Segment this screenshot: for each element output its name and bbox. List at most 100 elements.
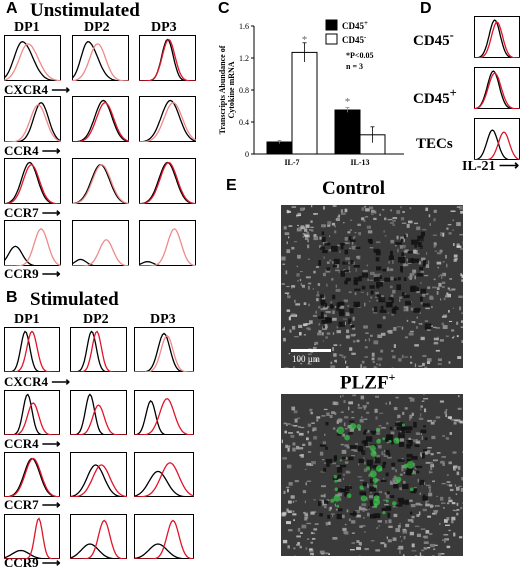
tissue-speck <box>299 278 302 282</box>
tissue-speck <box>288 529 293 532</box>
tissue-speck <box>339 354 342 356</box>
tissue-speck <box>304 468 307 471</box>
panel-d-histogram <box>474 67 520 109</box>
tissue-speck <box>440 298 442 301</box>
panel-b-histogram <box>4 327 60 372</box>
tissue-speck <box>403 306 409 309</box>
histogram-trace <box>134 397 194 435</box>
tissue-speck <box>332 222 336 226</box>
tissue-speck <box>333 344 338 346</box>
tissue-speck <box>302 236 304 238</box>
tissue-speck <box>387 218 393 221</box>
tissue-speck <box>375 291 379 295</box>
tissue-speck <box>391 312 394 316</box>
tissue-speck <box>414 222 419 225</box>
tissue-speck <box>432 512 435 515</box>
tissue-speck <box>311 511 317 513</box>
tissue-speck <box>326 261 330 264</box>
plzf-positive-signal <box>356 424 362 429</box>
tissue-speck <box>427 450 431 454</box>
y-tick-label: 0.4 <box>239 118 249 127</box>
dark-cell-cluster <box>397 497 404 502</box>
tissue-speck <box>373 217 377 220</box>
dark-cell-cluster <box>382 462 386 468</box>
tissue-speck <box>445 437 448 440</box>
tissue-speck <box>425 500 428 504</box>
tissue-speck <box>343 422 346 427</box>
tissue-speck <box>363 517 365 519</box>
dark-cell-cluster <box>407 251 413 254</box>
tissue-speck <box>414 249 418 254</box>
tissue-speck <box>351 455 355 457</box>
histogram-trace <box>4 330 60 372</box>
tissue-speck <box>386 536 388 540</box>
tissue-speck <box>410 355 412 359</box>
dark-cell-cluster <box>403 294 410 298</box>
dark-cell-cluster <box>371 431 376 435</box>
tissue-speck <box>403 536 406 540</box>
tissue-speck <box>316 416 321 419</box>
tissue-speck <box>441 315 447 318</box>
plzf-positive-signal <box>376 439 381 444</box>
tissue-speck <box>430 466 433 471</box>
dark-cell-cluster <box>422 264 426 267</box>
dark-cell-cluster <box>422 496 428 501</box>
tissue-speck <box>286 508 289 512</box>
tissue-speck <box>402 238 405 243</box>
arrow-right-icon: ⟶ <box>51 82 70 97</box>
tissue-speck <box>460 421 463 424</box>
dark-cell-cluster <box>423 494 426 497</box>
tissue-speck <box>312 288 314 290</box>
tissue-speck <box>441 483 446 485</box>
tissue-speck <box>376 432 381 435</box>
tissue-speck <box>322 441 326 445</box>
tissue-speck <box>438 282 442 287</box>
tissue-speck <box>332 310 335 315</box>
plzf-positive-signal <box>382 437 386 441</box>
tissue-speck <box>313 270 316 274</box>
tissue-speck <box>364 302 366 307</box>
tissue-speck <box>282 539 288 544</box>
dark-cell-cluster <box>411 239 418 245</box>
tissue-speck <box>356 514 361 518</box>
dark-cell-cluster <box>362 482 367 487</box>
histogram-trace <box>474 131 520 160</box>
dark-cell-cluster <box>339 243 345 246</box>
tissue-speck <box>296 445 300 450</box>
tissue-speck <box>349 347 353 351</box>
dark-cell-cluster <box>424 323 432 330</box>
plzf-positive-signal <box>349 423 357 430</box>
tissue-speck <box>449 488 454 492</box>
tissue-speck <box>344 444 349 447</box>
tissue-speck <box>445 414 447 418</box>
tissue-speck <box>392 260 394 264</box>
tissue-speck <box>366 401 370 405</box>
tissue-speck <box>436 287 440 290</box>
histogram-trace <box>139 260 196 266</box>
tissue-speck <box>330 513 335 515</box>
tissue-speck <box>327 221 332 226</box>
tissue-speck <box>361 360 365 364</box>
tissue-speck <box>384 217 387 221</box>
tissue-speck <box>425 207 428 211</box>
dark-cell-cluster <box>333 258 340 264</box>
tissue-speck <box>363 468 368 472</box>
tissue-speck <box>323 206 325 210</box>
tissue-speck <box>392 220 396 222</box>
tissue-speck <box>439 274 445 277</box>
bar <box>334 109 361 155</box>
dark-cell-cluster <box>333 455 337 462</box>
tissue-speck <box>389 268 394 272</box>
tissue-speck <box>447 224 452 226</box>
tissue-speck <box>429 533 433 535</box>
tissue-speck <box>427 419 433 422</box>
tissue-speck <box>392 355 396 359</box>
scalebar-line <box>291 349 331 352</box>
tissue-speck <box>309 549 314 553</box>
dark-cell-cluster <box>385 506 392 511</box>
tissue-speck <box>348 266 350 270</box>
tissue-speck <box>288 432 293 434</box>
dark-cell-cluster <box>380 305 384 310</box>
tissue-speck <box>422 354 427 357</box>
dark-cell-cluster <box>390 250 393 257</box>
